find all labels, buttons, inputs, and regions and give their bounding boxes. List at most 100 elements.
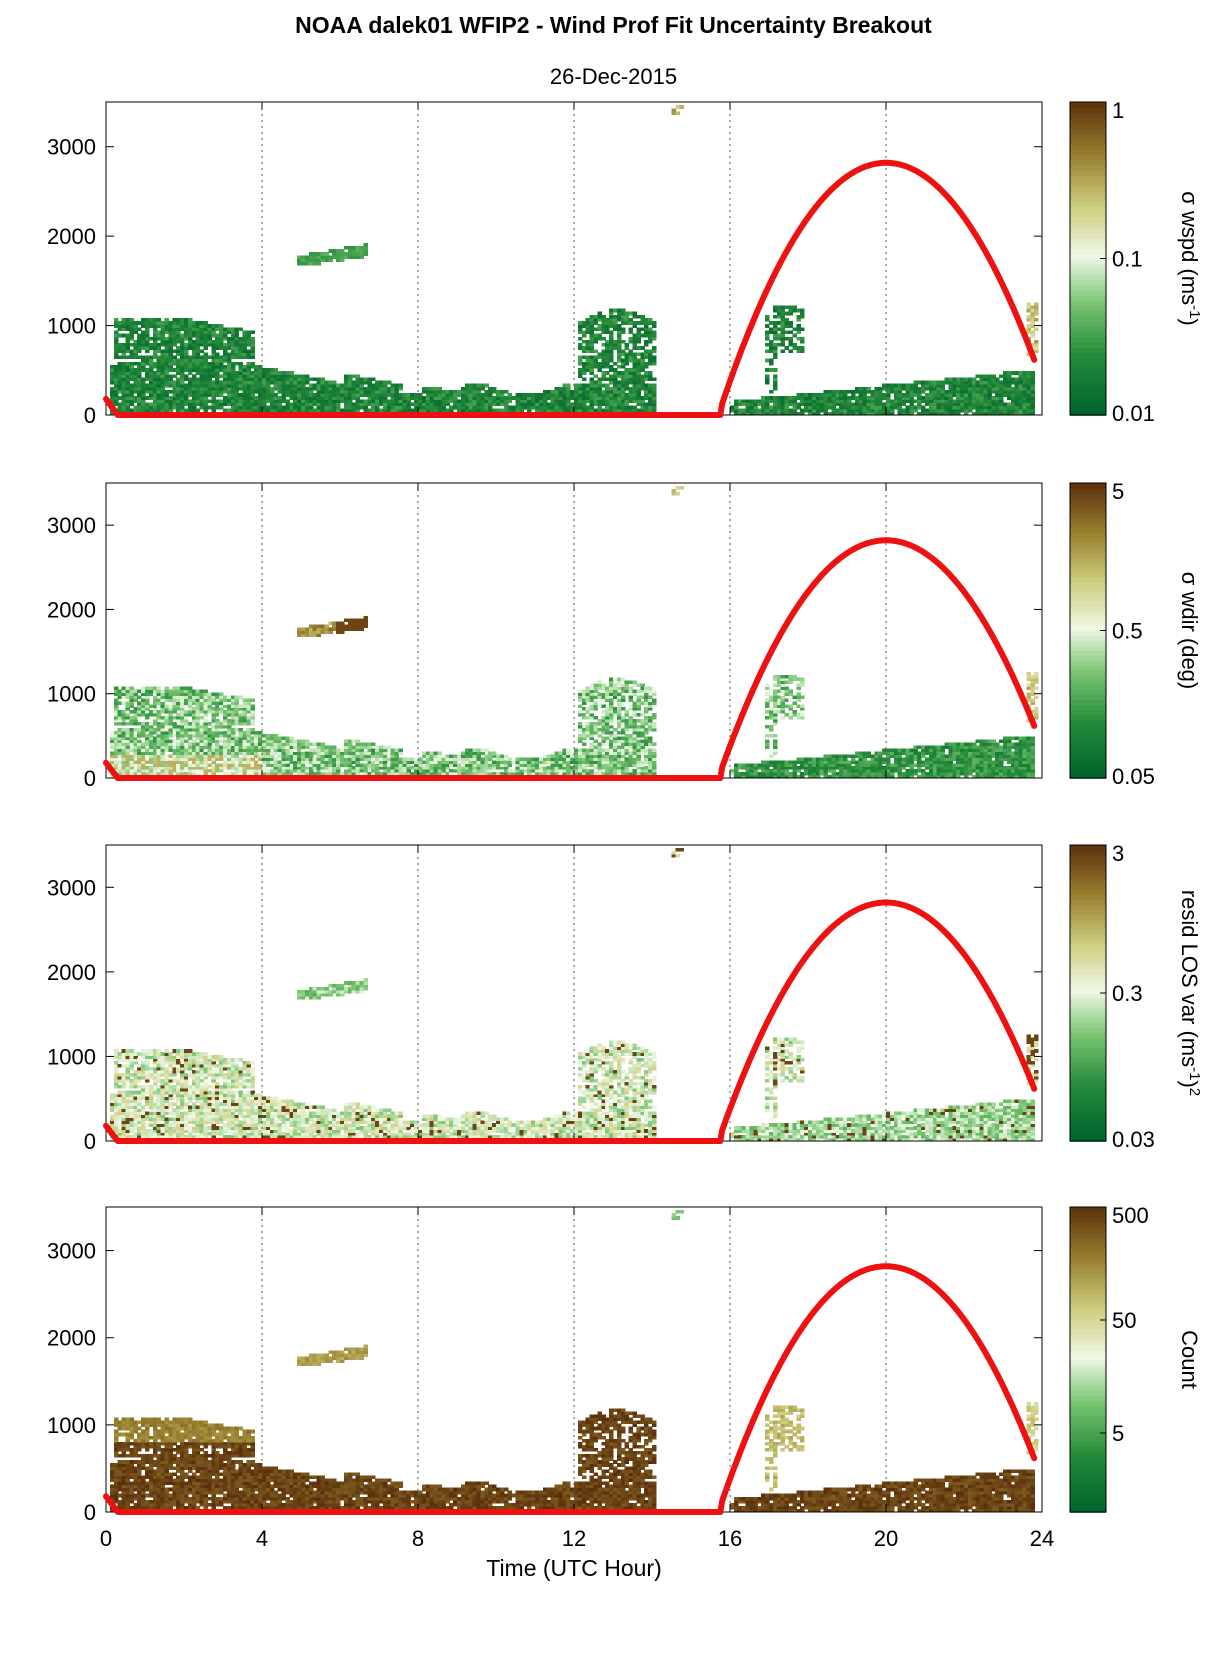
heatmap-cell <box>979 390 985 394</box>
heatmap-cell <box>184 368 189 372</box>
heatmap-cell <box>480 748 485 753</box>
heatmap-cell <box>180 686 185 691</box>
heatmap-cell <box>176 763 181 767</box>
heatmap-cell <box>164 349 169 353</box>
heatmap-cell <box>351 624 357 629</box>
heatmap-cell <box>605 386 610 391</box>
heatmap-cell <box>133 399 138 404</box>
heatmap-cell <box>293 751 298 755</box>
heatmap-cell <box>113 748 119 753</box>
heatmap-cell <box>184 327 189 332</box>
heatmap-cell <box>277 760 283 764</box>
heatmap-cell <box>219 769 224 773</box>
heatmap-cell <box>148 704 154 708</box>
heatmap-cell <box>484 757 489 761</box>
heatmap-cell <box>347 757 353 761</box>
heatmap-cell <box>616 343 622 347</box>
heatmap-cell <box>156 716 162 720</box>
heatmap-cell <box>593 318 598 322</box>
heatmap-cell <box>1003 380 1008 385</box>
heatmap-cell <box>125 396 130 400</box>
heatmap-cell <box>343 763 349 767</box>
heatmap-cell <box>581 396 587 400</box>
heatmap-cell <box>425 393 431 397</box>
heatmap-cell <box>293 772 298 776</box>
heatmap-cell <box>211 722 216 726</box>
heatmap-cell <box>679 105 684 109</box>
heatmap-cell <box>121 380 127 385</box>
heatmap-cell <box>176 349 181 353</box>
heatmap-cell <box>390 772 396 776</box>
heatmap-cell <box>160 355 166 360</box>
heatmap-cell <box>652 383 657 388</box>
heatmap-cell <box>332 402 337 407</box>
heatmap-cell <box>784 336 790 341</box>
heatmap-cell <box>843 396 848 400</box>
heatmap-cell <box>613 321 618 325</box>
heatmap-cell <box>199 760 205 764</box>
heatmap-cell <box>854 408 860 413</box>
heatmap-cell <box>195 724 201 729</box>
heatmap-cell <box>769 358 774 363</box>
heatmap-cell <box>215 713 220 717</box>
heatmap-cell <box>815 411 821 416</box>
heatmap-cell <box>609 324 614 328</box>
heatmap-cell <box>273 386 279 391</box>
heatmap-cell <box>515 766 520 770</box>
heatmap-cell <box>796 327 801 332</box>
heatmap-cell <box>964 383 969 388</box>
heatmap-cell <box>558 402 563 407</box>
heatmap-cell <box>234 374 240 378</box>
heatmap-cell <box>301 393 306 397</box>
heatmap-cell <box>156 336 162 341</box>
heatmap-cell <box>382 405 388 410</box>
heatmap-cell <box>460 751 466 755</box>
heatmap-cell <box>141 343 146 347</box>
heatmap-cell <box>488 405 493 410</box>
heatmap-cell <box>468 763 474 767</box>
heatmap-cell <box>230 695 236 699</box>
heatmap-cell <box>164 408 169 413</box>
heatmap-cell <box>359 386 364 391</box>
heatmap-cell <box>121 352 127 357</box>
heatmap-cell <box>796 314 801 319</box>
heatmap-cell <box>125 383 130 388</box>
heatmap-cell <box>238 377 244 382</box>
heatmap-cell <box>234 405 240 410</box>
heatmap-cell <box>117 710 123 714</box>
heatmap-cell <box>238 380 244 385</box>
heatmap-cell <box>343 255 349 260</box>
heatmap-cell <box>137 333 142 338</box>
heatmap-cell <box>480 769 485 773</box>
heatmap-cell <box>850 411 856 416</box>
heatmap-cell <box>765 349 770 353</box>
heatmap-cell <box>913 380 918 385</box>
heatmap-cell <box>375 380 380 385</box>
heatmap-cell <box>215 736 220 741</box>
heatmap-cell <box>320 754 325 758</box>
heatmap-cell <box>765 318 770 322</box>
heatmap-cell <box>363 390 368 394</box>
heatmap-cell <box>499 760 505 764</box>
heatmap-cell <box>932 402 938 407</box>
heatmap-cell <box>180 719 185 723</box>
heatmap-cell <box>242 769 247 773</box>
heatmap-cell <box>503 396 509 400</box>
heatmap-cell <box>648 318 653 322</box>
heatmap-cell <box>948 393 953 397</box>
heatmap-cell <box>289 739 294 744</box>
heatmap-cell <box>234 386 240 391</box>
heatmap-cell <box>340 751 345 755</box>
heatmap-cell <box>242 760 247 764</box>
heatmap-cell <box>605 339 610 344</box>
heatmap-cell <box>804 405 809 410</box>
heatmap-cell <box>180 380 185 385</box>
heatmap-cell <box>632 399 637 404</box>
heatmap-cell <box>152 393 158 397</box>
heatmap-cell <box>156 760 162 764</box>
heatmap-cell <box>757 411 762 416</box>
heatmap-cell <box>141 689 146 694</box>
heatmap-cell <box>254 739 259 744</box>
heatmap-cell <box>995 408 1000 413</box>
heatmap-cell <box>254 399 259 404</box>
